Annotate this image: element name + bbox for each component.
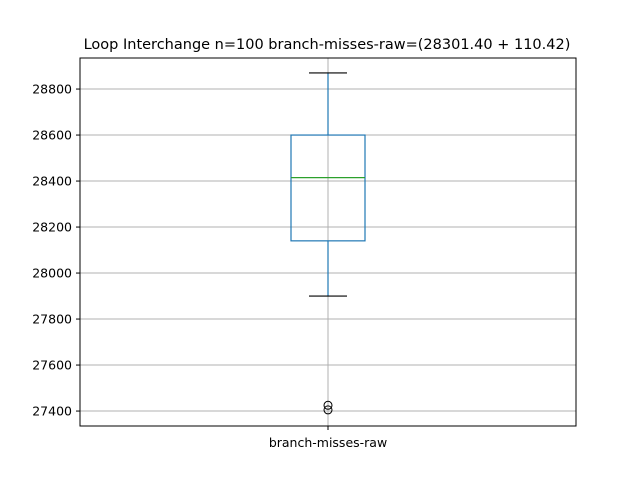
outlier-point <box>323 400 333 410</box>
y-tick-label: 27600 <box>32 358 72 373</box>
chart-title: Loop Interchange n=100 branch-misses-raw… <box>84 37 571 53</box>
y-tick-label: 28000 <box>32 266 72 281</box>
y-axis: 27400 27600 27800 28000 28200 28400 28600 28800 <box>32 82 80 419</box>
y-tick-label: 28800 <box>32 82 72 97</box>
y-tick-label: 28400 <box>32 174 72 189</box>
outlier-point <box>323 405 333 415</box>
box-group <box>290 72 366 415</box>
x-tick-label: branch-misses-raw <box>269 435 387 450</box>
x-axis: branch-misses-raw <box>269 426 387 450</box>
y-tick-label: 27400 <box>32 404 72 419</box>
y-tick-label: 28600 <box>32 128 72 143</box>
y-tick-label: 28200 <box>32 220 72 235</box>
y-tick-label: 27800 <box>32 312 72 327</box>
iqr-box <box>290 134 366 242</box>
